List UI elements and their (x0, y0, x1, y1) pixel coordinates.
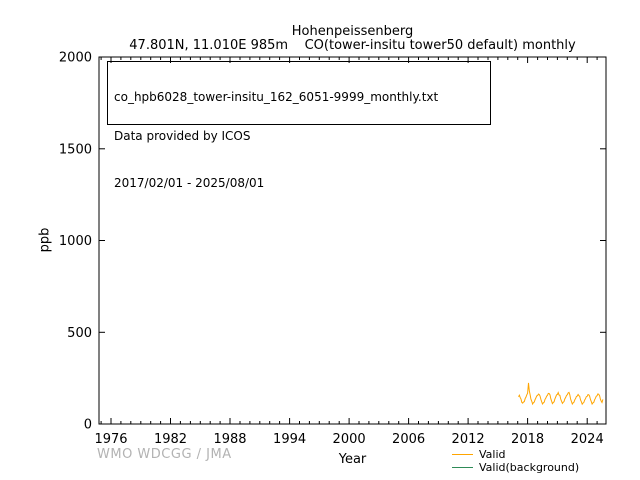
valid-line-swatch (452, 454, 473, 455)
chart-title: Hohenpeissenberg (291, 24, 414, 39)
info-provider: Data provided by ICOS (114, 129, 251, 143)
y-tick-label: 500 (67, 326, 92, 341)
x-tick-label: 1988 (213, 432, 246, 447)
info-box: co_hpb6028_tower-insitu_162_6051-9999_mo… (107, 61, 491, 190)
x-tick-label: 1994 (273, 432, 306, 447)
legend-item-valid: Valid (452, 448, 579, 461)
x-tick-label: 2006 (392, 432, 425, 447)
y-tick-label: 2000 (59, 51, 92, 66)
x-axis-label: Year (338, 452, 367, 467)
watermark-text: WMO WDCGG / JMA (97, 447, 232, 462)
x-tick-label: 2012 (452, 432, 485, 447)
legend-label-valid: Valid (479, 448, 506, 461)
chart-subtitle: 47.801N, 11.010E 985m CO(tower-insitu to… (129, 38, 576, 53)
y-tick-label: 1000 (59, 234, 92, 249)
x-tick-label: 2024 (571, 432, 604, 447)
legend-label-valid-background: Valid(background) (479, 461, 580, 474)
info-period: 2017/02/01 - 2025/08/01 (114, 176, 265, 190)
legend-item-valid-background: Valid(background) (452, 461, 579, 474)
legend: Valid Valid(background) (452, 448, 579, 474)
x-tick-label: 1976 (94, 432, 127, 447)
y-axis-label: ppb (37, 227, 53, 253)
x-tick-label: 2000 (333, 432, 366, 447)
valid-background-line-swatch (452, 467, 473, 468)
y-tick-label: 1500 (59, 142, 92, 157)
valid-series-line (518, 382, 604, 406)
y-tick-label: 0 (84, 418, 92, 433)
info-filename: co_hpb6028_tower-insitu_162_6051-9999_mo… (114, 90, 439, 104)
x-tick-label: 1982 (154, 432, 187, 447)
x-tick-label: 2018 (511, 432, 544, 447)
